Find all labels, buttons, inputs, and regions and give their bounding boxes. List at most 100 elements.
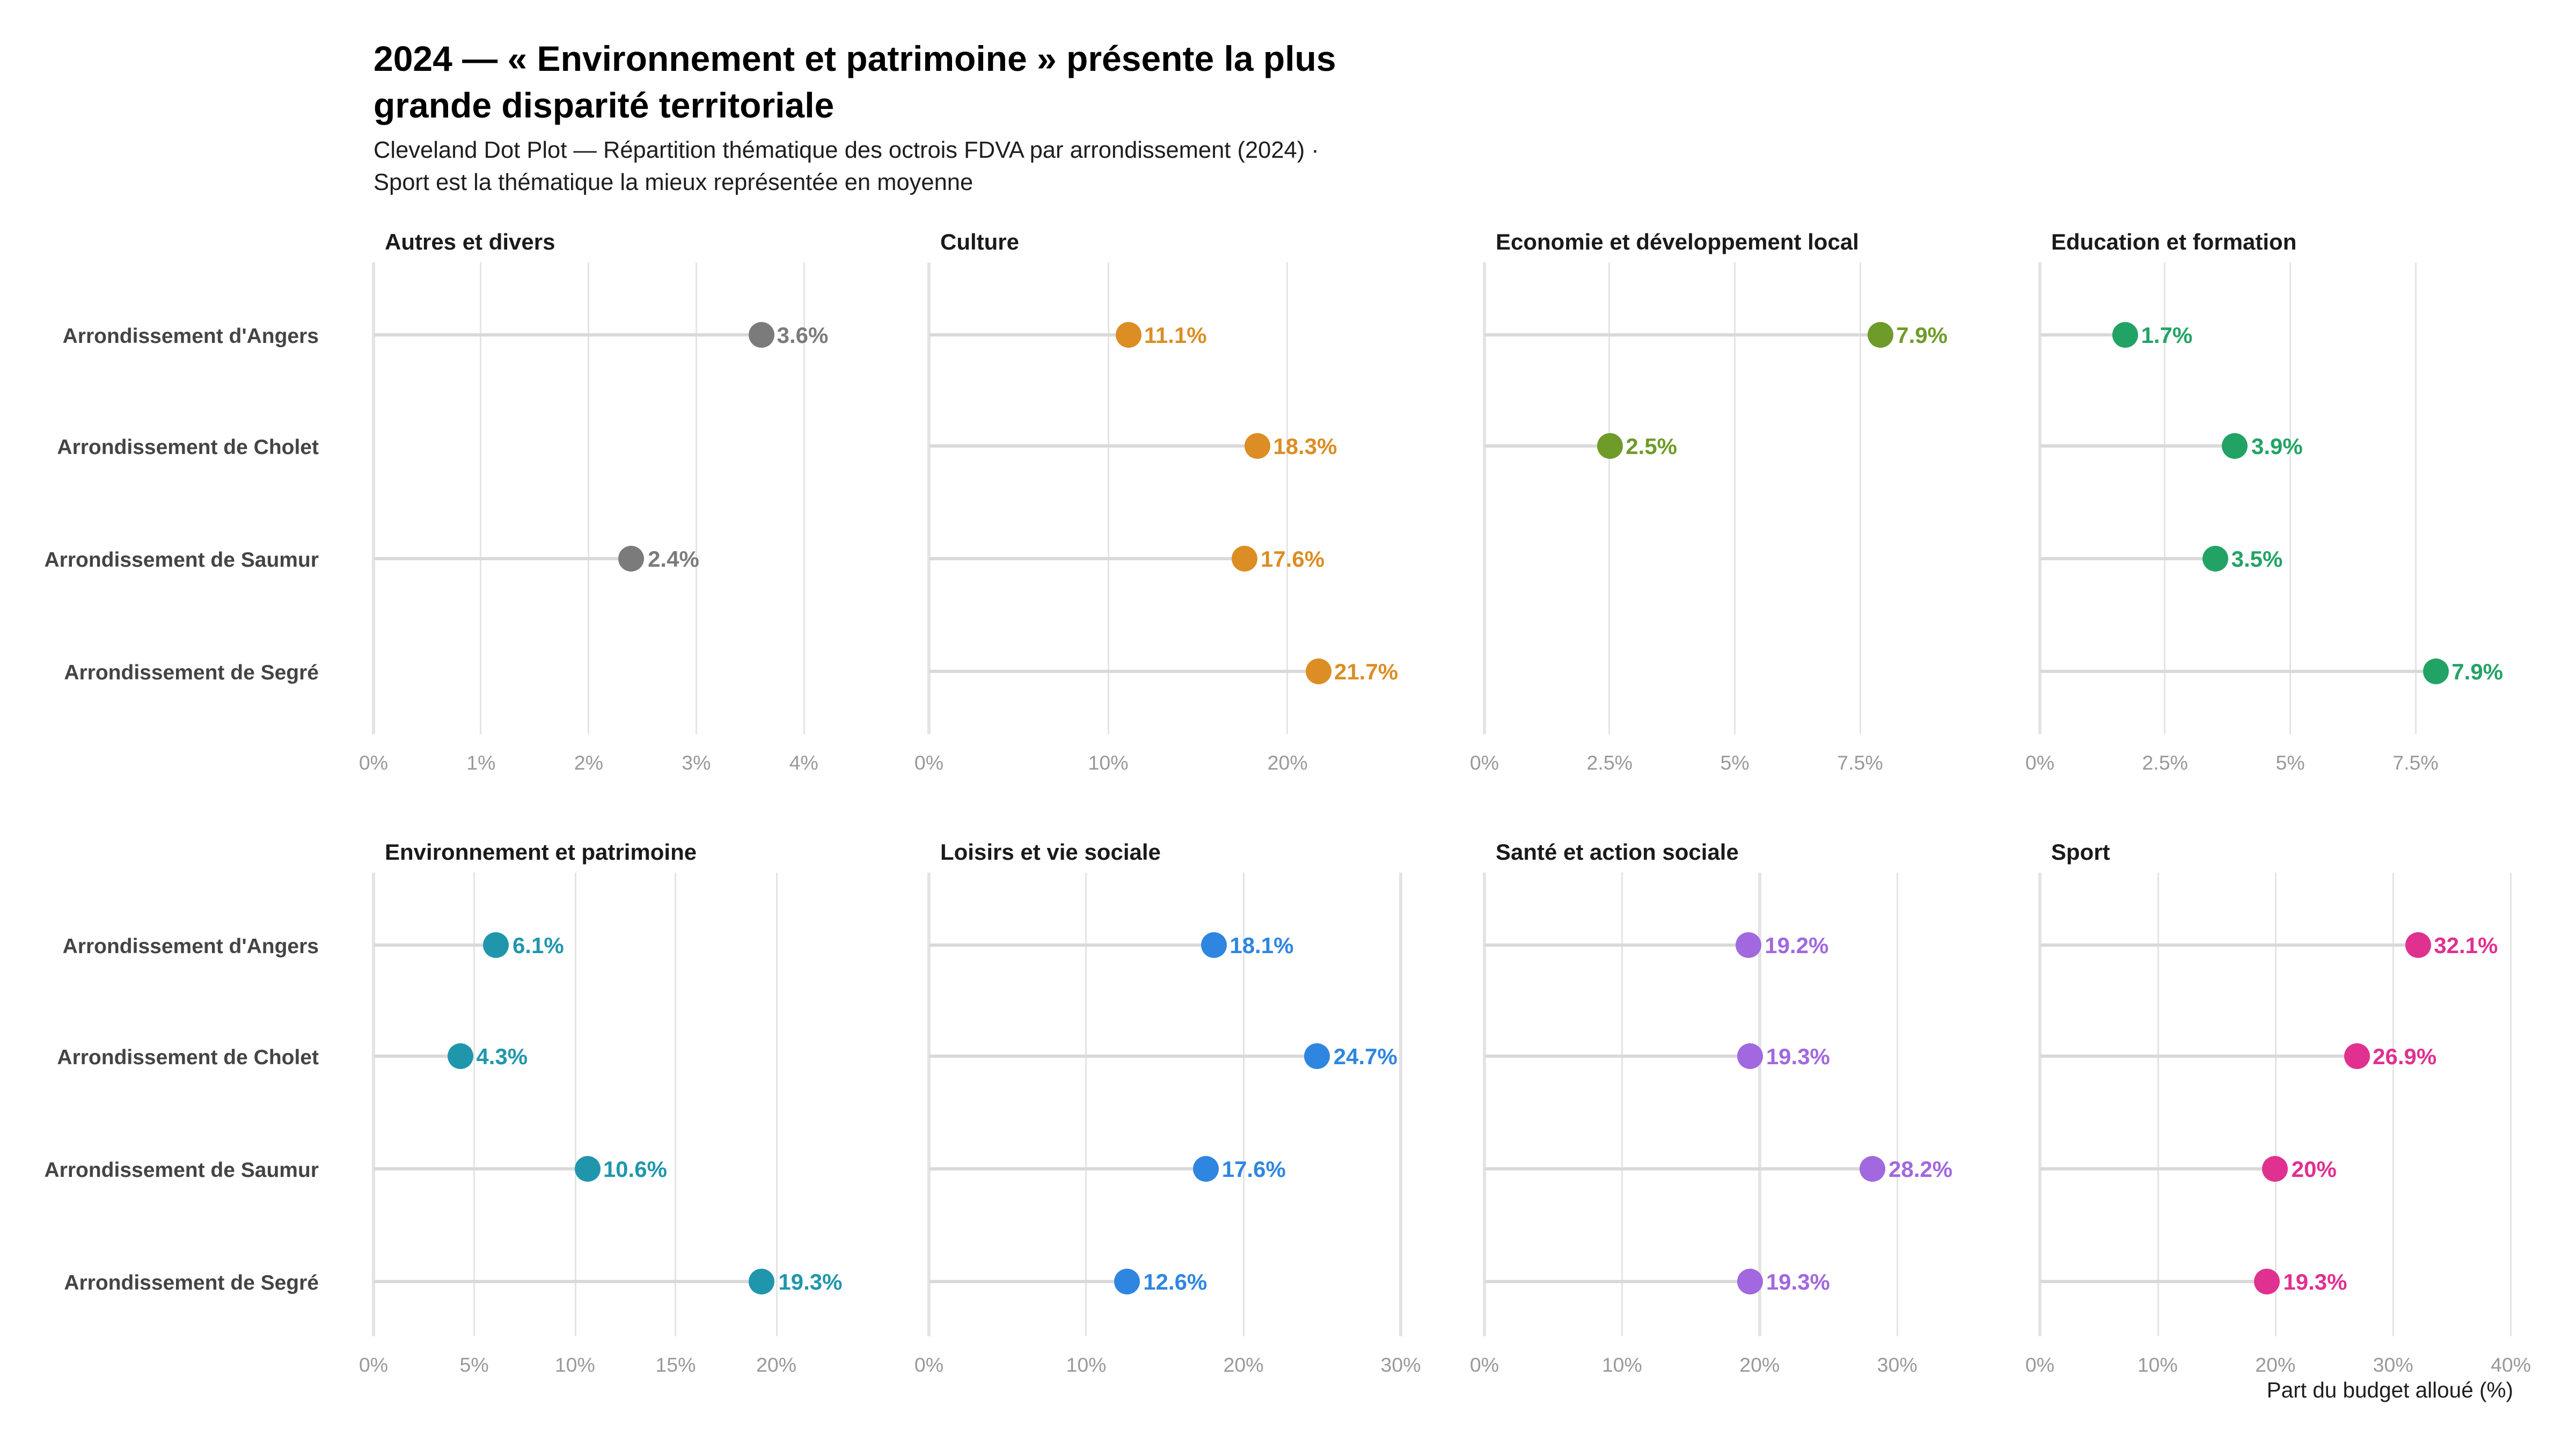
gridline — [574, 873, 576, 1336]
gridline — [928, 873, 930, 1336]
x-tick-label: 10% — [554, 1354, 595, 1377]
value-label: 3.5% — [2231, 545, 2283, 571]
value-label: 19.3% — [778, 1268, 843, 1294]
lollipop-stem — [929, 1167, 1206, 1171]
gridline — [695, 262, 698, 734]
x-tick-label: 20% — [1739, 1354, 1780, 1377]
value-label: 32.1% — [2434, 931, 2498, 957]
gridline — [372, 262, 375, 734]
value-label: 11.1% — [1144, 321, 1207, 347]
x-tick-label: 1% — [466, 752, 496, 774]
facet-title: Sport — [2051, 839, 2110, 865]
gridline — [473, 873, 475, 1336]
data-point — [619, 546, 645, 572]
gridline — [2039, 873, 2041, 1336]
value-label: 17.6% — [1221, 1155, 1286, 1181]
lollipop-stem — [929, 943, 1214, 947]
value-label: 7.9% — [1896, 321, 1948, 347]
x-tick-label: 4% — [789, 752, 818, 774]
x-tick-label: 5% — [459, 1354, 489, 1377]
value-label: 17.6% — [1261, 545, 1325, 571]
value-label: 4.3% — [476, 1042, 528, 1069]
gridline — [1621, 873, 1623, 1336]
data-point — [1192, 1156, 1219, 1182]
x-tick-label: 40% — [2491, 1354, 2531, 1377]
lollipop-stem — [2040, 943, 2418, 947]
x-tick-label: 10% — [1088, 752, 1129, 774]
x-tick-label: 0% — [358, 752, 389, 774]
facet-title: Environnement et patrimoine — [385, 839, 697, 865]
gridline — [1085, 873, 1087, 1336]
gridline — [2039, 262, 2041, 734]
facet-panel: 32.1% 26.9% 20% 19.3% — [2039, 873, 2513, 1336]
value-label: 18.1% — [1230, 931, 1294, 957]
gridline — [1286, 262, 1289, 734]
data-point — [2344, 1043, 2370, 1069]
gridline — [480, 262, 482, 734]
gridline — [588, 262, 590, 734]
facet-title: Education et formation — [2051, 229, 2297, 254]
lollipop-stem — [929, 444, 1257, 448]
lollipop-stem — [2040, 1167, 2275, 1171]
lollipop-stem — [2040, 444, 2235, 448]
data-point — [1232, 546, 1257, 572]
value-label: 19.3% — [2283, 1268, 2347, 1294]
gridline — [1608, 262, 1611, 734]
x-tick-label: 20% — [756, 1354, 797, 1377]
y-axis-label: Arrondissement d'Angers — [62, 323, 319, 347]
value-label: 12.6% — [1143, 1268, 1208, 1294]
data-point — [1115, 322, 1141, 348]
lollipop-stem — [929, 1054, 1318, 1058]
x-tick-label: 10% — [1601, 1354, 1642, 1377]
x-axis-caption: Part du budget alloué (%) — [2266, 1378, 2513, 1402]
x-tick-label: 0% — [2025, 1354, 2055, 1377]
data-point — [1736, 932, 1762, 958]
y-axis-label: Arrondissement de Segré — [64, 1269, 319, 1294]
x-tick-label: 30% — [2373, 1354, 2413, 1377]
gridline — [1483, 262, 1485, 734]
gridline — [1242, 873, 1245, 1336]
lollipop-stem — [929, 557, 1245, 561]
data-point — [1304, 1043, 1330, 1069]
data-point — [1737, 1043, 1763, 1069]
lollipop-stem — [2040, 669, 2436, 674]
y-axis-label: Arrondissement de Cholet — [57, 434, 319, 458]
lollipop-stem — [374, 1279, 763, 1284]
facet-title: Loisirs et vie sociale — [940, 839, 1161, 865]
y-axis-label: Arrondissement de Saumur — [44, 546, 319, 571]
lollipop-stem — [2040, 1054, 2357, 1058]
data-point — [1114, 1269, 1140, 1294]
value-label: 21.7% — [1334, 657, 1399, 684]
value-label: 19.3% — [1766, 1042, 1830, 1069]
gridline — [1859, 262, 1861, 734]
facet-panel: 3.6% 2.4% — [372, 262, 847, 734]
lollipop-stem — [1484, 943, 1749, 947]
lollipop-stem — [1484, 1279, 1750, 1284]
data-point — [447, 1043, 473, 1069]
data-point — [1244, 433, 1270, 459]
lollipop-stem — [374, 943, 496, 947]
data-point — [2202, 546, 2228, 572]
value-label: 2.4% — [648, 545, 699, 571]
lollipop-stem — [2040, 1279, 2267, 1284]
data-point — [1867, 322, 1893, 348]
data-point — [2262, 1156, 2288, 1182]
x-tick-label: 2.5% — [1586, 752, 1633, 774]
data-point — [1860, 1156, 1885, 1182]
x-tick-label: 7.5% — [2392, 752, 2439, 774]
lollipop-stem — [1484, 1054, 1750, 1058]
x-tick-label: 0% — [914, 752, 944, 774]
facet-panel: 6.1% 4.3% 10.6% 19.3% — [372, 873, 847, 1336]
gridline — [372, 873, 375, 1336]
gridline — [675, 873, 677, 1336]
value-label: 3.9% — [2251, 432, 2303, 458]
value-label: 6.1% — [512, 931, 564, 957]
facet-panel: 1.7% 3.9% 3.5% 7.9% — [2039, 262, 2513, 734]
value-label: 26.9% — [2373, 1042, 2437, 1069]
value-label: 7.9% — [2451, 657, 2504, 684]
gridline — [2509, 873, 2512, 1336]
x-tick-label: 0% — [2025, 752, 2055, 774]
x-tick-label: 10% — [2137, 1354, 2178, 1377]
x-tick-label: 30% — [1877, 1354, 1918, 1377]
